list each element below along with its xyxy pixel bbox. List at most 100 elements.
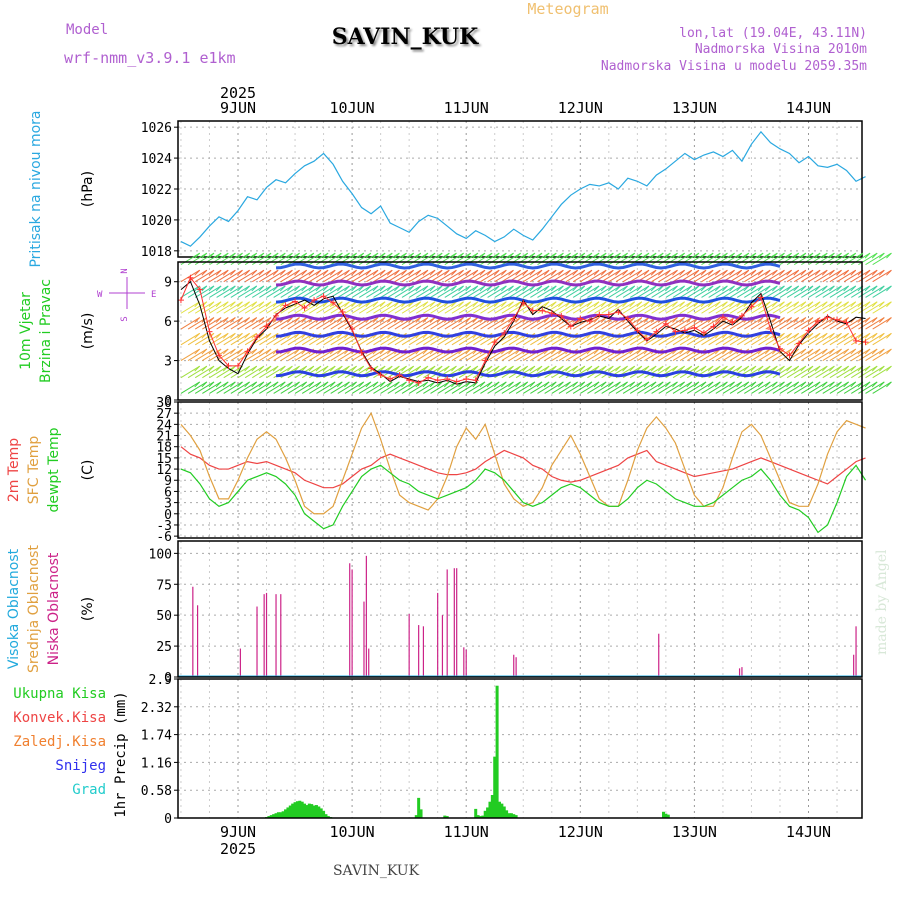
wind-barb <box>294 348 300 355</box>
wind-barb <box>294 252 300 259</box>
wind-barb <box>629 301 650 314</box>
wind-barb <box>237 301 243 308</box>
wind-barb <box>401 269 422 283</box>
wind-barb <box>593 348 600 355</box>
temperature-ytick-label: 6 <box>164 485 172 500</box>
temperature-label-1: SFC Temp <box>26 436 42 505</box>
wind-barb <box>458 365 464 372</box>
wind-barb <box>480 285 500 298</box>
wind-barb <box>851 332 871 346</box>
wind-barb <box>722 301 728 308</box>
wind-barb <box>415 301 422 308</box>
wind-barb <box>266 301 286 314</box>
wind-barb <box>237 381 243 388</box>
wind-barb <box>230 348 236 355</box>
wind-barb <box>772 381 792 394</box>
temperature-label-0: 2m Temp <box>6 438 22 502</box>
wind-barb <box>294 285 315 298</box>
wind-barb <box>366 332 386 346</box>
wind-barb <box>629 285 636 292</box>
wind-barb <box>323 301 343 314</box>
wind-barb <box>587 285 607 298</box>
precip-bar <box>312 805 316 818</box>
wind-barb <box>607 252 614 259</box>
wind-barb <box>821 332 828 339</box>
wind-barb <box>537 269 557 283</box>
wind-barb <box>771 269 778 276</box>
wind-barb <box>800 252 807 259</box>
precip-bar <box>478 816 482 818</box>
wind-barb <box>272 365 279 372</box>
wind-barb <box>429 365 436 372</box>
precip-legend-2: Zaledj.Kisa <box>13 734 106 750</box>
wind-barb <box>322 285 329 292</box>
wind-barb <box>636 381 643 388</box>
wind-barb <box>472 252 479 259</box>
wind-barb <box>872 332 892 346</box>
wind-barb <box>701 348 721 361</box>
wind-barb <box>308 269 315 276</box>
wind-barb <box>294 365 300 372</box>
temperature-ytick-label: -3 <box>156 519 172 534</box>
precip-bar <box>295 801 299 818</box>
wind-barb <box>480 381 500 394</box>
wind-barb <box>537 332 557 346</box>
wind-barb <box>387 365 407 379</box>
wind-barb <box>215 348 222 355</box>
wind-barb <box>387 381 407 394</box>
wind-barb <box>793 381 814 394</box>
temperature-ytick-label: -6 <box>156 530 172 545</box>
wind-barb <box>707 365 714 372</box>
wind-barb <box>301 365 322 379</box>
wind-barb <box>701 332 721 346</box>
wind-barb <box>722 252 728 259</box>
wind-barb <box>465 301 486 314</box>
wind-barb <box>522 252 529 259</box>
wind-barb <box>793 381 800 388</box>
wind-barb <box>636 317 643 323</box>
wind-barb <box>458 252 464 259</box>
wind-barb <box>287 332 307 346</box>
wind-barb <box>644 365 664 379</box>
wind-barb <box>372 252 379 259</box>
wind-barb <box>822 269 842 283</box>
wind-barb <box>857 252 864 259</box>
precip-bar <box>481 815 485 818</box>
wind-barb <box>436 269 443 276</box>
wind-barb <box>851 301 871 314</box>
wind-barb <box>536 252 543 259</box>
wind-barb <box>572 269 593 283</box>
wind-barb <box>209 269 229 283</box>
wind-barb <box>258 252 265 259</box>
wind-barb <box>587 269 607 283</box>
wind-barb <box>458 332 479 346</box>
wind-barb <box>194 285 201 292</box>
wind-barb <box>815 317 835 330</box>
wind-barb <box>180 381 200 394</box>
wind-barb <box>886 332 892 339</box>
wind-barb <box>394 365 400 372</box>
wind-barb <box>793 317 814 330</box>
wind-barb <box>757 365 764 372</box>
wind-barb <box>366 285 386 298</box>
wind-barb <box>829 285 849 298</box>
wind-barb <box>586 285 593 292</box>
wind-barb <box>373 285 393 298</box>
wind-barb <box>529 365 536 372</box>
wind-barb <box>679 252 685 259</box>
wind-barb <box>329 285 336 292</box>
wind-barb <box>215 301 222 308</box>
wind-barb <box>572 301 593 314</box>
precip-panel: 0 0.58 1.16 1.74 2.32 2.9 1hr Precip (mm) Ukupn… <box>13 673 863 827</box>
wind-barb <box>693 365 700 372</box>
wind-barb <box>544 317 564 330</box>
wind-barb <box>180 317 200 330</box>
pressure-ytick-label: 1018 <box>141 245 172 260</box>
wind-barb <box>294 317 315 330</box>
wind-barb <box>501 381 521 394</box>
model-name: wrf-nmm_v3.9.1 e1km <box>64 49 236 67</box>
wind-barb <box>851 269 871 283</box>
model-label: Model <box>66 22 108 38</box>
wind-barb <box>701 269 721 283</box>
wind-barb <box>643 285 650 292</box>
